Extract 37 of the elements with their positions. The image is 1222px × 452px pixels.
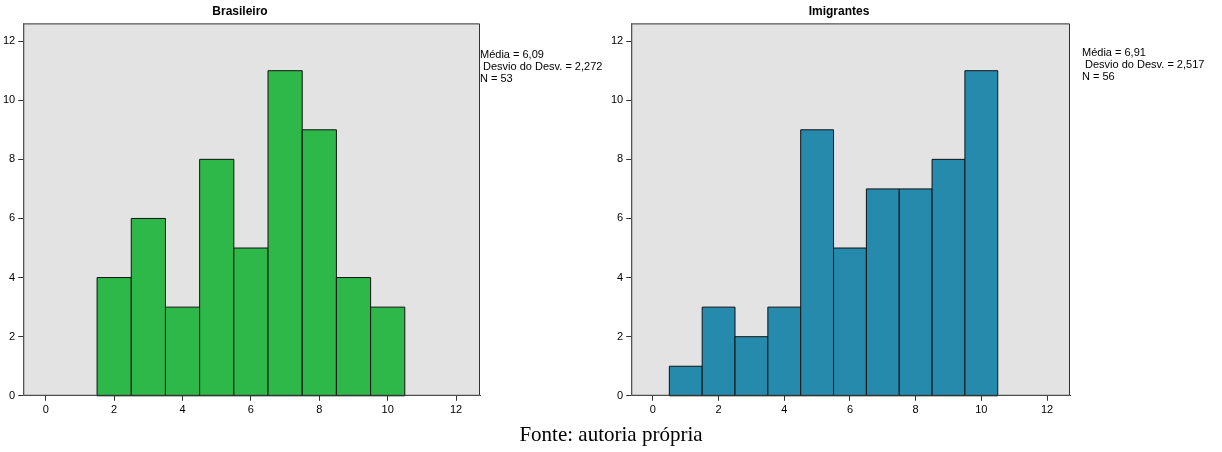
text: Desvio do Desv. = 2,272	[483, 60, 603, 72]
text: N = 56	[1082, 70, 1115, 82]
y-tick-label: 0	[617, 388, 624, 401]
x-tick-label: 10	[381, 403, 394, 416]
y-tick-label: 8	[617, 152, 624, 165]
y-tick-label: 4	[9, 270, 16, 283]
x-tick-label: 0	[649, 403, 656, 416]
y-tick-label: 6	[617, 211, 624, 224]
x-tick-label: 4	[781, 403, 788, 416]
y-tick-label: 4	[617, 270, 624, 283]
y-tick-label: 0	[9, 388, 16, 401]
y-tick-label: 12	[610, 34, 624, 47]
x-tick-label: 2	[715, 403, 722, 416]
text: Média = 6,91	[1082, 46, 1146, 58]
y-tick-label: 8	[9, 152, 16, 165]
source-note: Fonte: autoria própria	[518, 422, 704, 447]
x-tick-label: 8	[912, 403, 919, 416]
y-tick-label: 6	[9, 211, 16, 224]
chart-title: Imigrantes	[808, 3, 870, 18]
annotation: N = 53	[480, 72, 513, 84]
x-tick-label: 6	[846, 403, 854, 416]
y-tick-label: 2	[617, 329, 624, 342]
x-tick-label: 8	[316, 403, 323, 416]
x-tick-label: 4	[179, 403, 186, 416]
y-tick-label: 10	[2, 93, 16, 106]
annotation: Média = 6,09	[480, 48, 544, 60]
y-tick-label: 10	[610, 93, 624, 106]
text: Desvio do Desv. = 2,517	[1085, 58, 1205, 70]
y-tick-label: 12	[2, 34, 16, 47]
chart-title: Brasileiro	[212, 3, 268, 18]
x-tick-label: 12	[449, 403, 463, 416]
x-tick-label: 12	[1040, 403, 1054, 416]
x-tick-label: 10	[975, 403, 988, 416]
x-tick-label: 0	[42, 403, 49, 416]
y-tick-label: 2	[9, 329, 16, 342]
x-tick-label: 6	[247, 403, 254, 416]
x-tick-label: 2	[111, 403, 118, 416]
